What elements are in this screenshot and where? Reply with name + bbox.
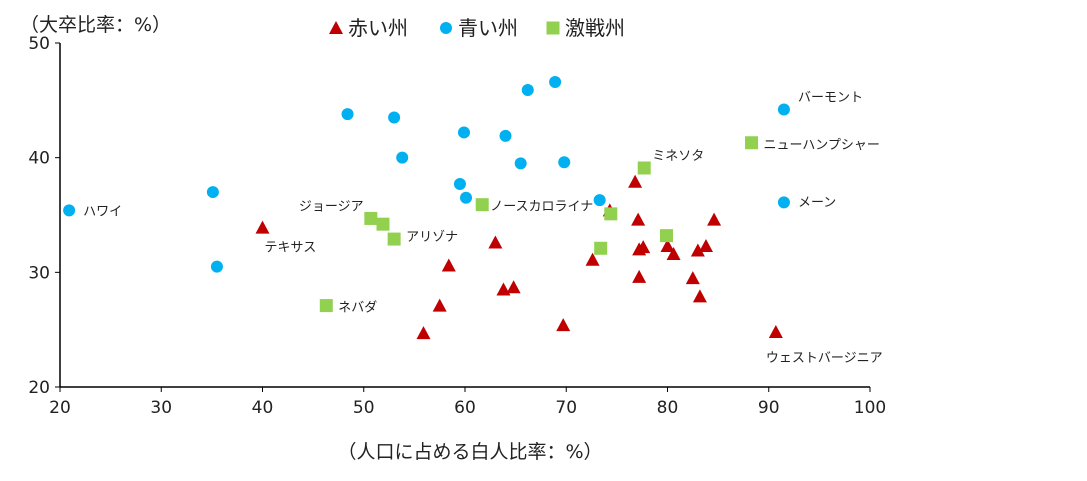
y-tick-label: 50 bbox=[28, 34, 50, 54]
point-circle bbox=[453, 178, 466, 191]
legend-label: 青い州 bbox=[458, 16, 518, 40]
point-square bbox=[364, 211, 378, 225]
point-triangle bbox=[685, 271, 700, 285]
point-triangle bbox=[506, 280, 521, 294]
point-circle bbox=[593, 194, 606, 207]
x-tick-label: 40 bbox=[252, 398, 274, 418]
legend-marker-triangle bbox=[329, 21, 343, 34]
point-square bbox=[594, 241, 608, 255]
legend-label: 激戦州 bbox=[565, 16, 625, 40]
y-axis-label: （大卒比率：%） bbox=[20, 14, 171, 36]
point-triangle bbox=[585, 252, 600, 266]
point-label: ミネソタ bbox=[652, 149, 704, 164]
legend-marker-square bbox=[546, 21, 560, 35]
point-triangle bbox=[496, 282, 511, 296]
x-tick-label: 70 bbox=[555, 398, 577, 418]
point-label: ハワイ bbox=[83, 204, 122, 219]
point-triangle bbox=[690, 243, 705, 257]
point-circle bbox=[396, 151, 409, 164]
y-tick-label: 30 bbox=[28, 263, 50, 283]
x-tick-label: 30 bbox=[150, 398, 172, 418]
point-label: バーモント bbox=[798, 91, 863, 106]
x-tick-label: 100 bbox=[854, 398, 886, 418]
data-marks bbox=[63, 75, 790, 340]
point-circle bbox=[63, 204, 76, 217]
y-tick-label: 20 bbox=[28, 378, 50, 398]
point-label: テキサス bbox=[265, 241, 317, 256]
point-triangle bbox=[707, 212, 722, 226]
point-circle bbox=[521, 84, 534, 97]
point-circle bbox=[388, 111, 401, 124]
point-circle bbox=[499, 129, 512, 142]
point-triangle bbox=[628, 174, 643, 188]
point-triangle bbox=[698, 238, 713, 252]
legend-marker-circle bbox=[440, 22, 452, 34]
point-square bbox=[659, 229, 673, 243]
point-circle bbox=[558, 156, 571, 169]
point-triangle bbox=[631, 212, 646, 226]
point-circle bbox=[206, 186, 219, 199]
point-circle bbox=[777, 196, 790, 209]
point-triangle bbox=[488, 235, 503, 249]
point-label: ウェストバージニア bbox=[766, 351, 883, 366]
x-tick-label: 50 bbox=[353, 398, 375, 418]
axes: 20 30 40 50 60 70 80 90 100 20 30 40 50 bbox=[28, 34, 886, 418]
x-axis-label: （人口に占める白人比率：%） bbox=[337, 441, 602, 463]
point-circle bbox=[460, 191, 473, 204]
point-circle bbox=[457, 126, 470, 139]
point-square bbox=[319, 299, 333, 313]
x-tick-label: 90 bbox=[758, 398, 780, 418]
point-triangle bbox=[556, 318, 571, 332]
legend: 赤い州 青い州 激戦州 bbox=[329, 16, 625, 40]
point-circle bbox=[549, 75, 562, 88]
point-label: アリゾナ bbox=[406, 230, 458, 245]
point-circle bbox=[777, 103, 790, 116]
point-triangle bbox=[692, 289, 707, 303]
point-square bbox=[745, 136, 759, 150]
y-tick-label: 40 bbox=[28, 149, 50, 169]
point-label: ニューハンプシャー bbox=[764, 138, 880, 153]
point-label: ネバダ bbox=[338, 301, 377, 316]
x-tick-label: 60 bbox=[454, 398, 476, 418]
point-circle bbox=[514, 157, 527, 170]
point-triangle bbox=[632, 269, 647, 283]
point-square bbox=[475, 198, 489, 212]
point-label: メーン bbox=[798, 195, 836, 210]
legend-label: 赤い州 bbox=[348, 16, 408, 40]
point-triangle bbox=[660, 238, 675, 252]
x-tick-label: 80 bbox=[657, 398, 679, 418]
x-tick-label: 20 bbox=[49, 398, 71, 418]
point-label: ノースカロライナ bbox=[490, 200, 593, 215]
point-square bbox=[637, 161, 651, 175]
point-triangle bbox=[416, 326, 431, 340]
point-triangle bbox=[255, 220, 270, 234]
point-circle bbox=[210, 260, 223, 273]
point-triangle bbox=[441, 258, 456, 272]
point-triangle bbox=[768, 324, 783, 338]
point-label: ジョージア bbox=[299, 199, 364, 214]
point-circle bbox=[341, 108, 354, 121]
point-square bbox=[376, 217, 390, 231]
point-square bbox=[387, 232, 401, 246]
point-triangle bbox=[432, 298, 447, 312]
point-triangle bbox=[666, 246, 681, 260]
point-triangle bbox=[636, 240, 651, 254]
point-square bbox=[604, 207, 618, 221]
